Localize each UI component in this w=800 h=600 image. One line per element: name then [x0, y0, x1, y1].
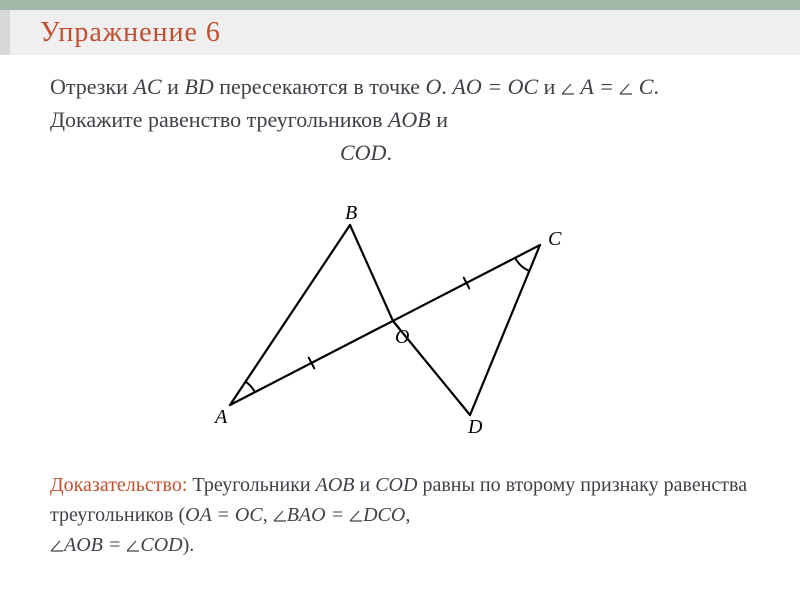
eq-ao-oc: AO = OC — [452, 74, 538, 99]
angle-dco: DCO — [363, 504, 405, 526]
angle-bao: BAO = — [287, 504, 349, 526]
svg-text:B: B — [345, 202, 357, 224]
text: и — [355, 474, 376, 496]
tri-cod: COD — [375, 474, 417, 496]
tri-aob: AOB — [316, 474, 355, 496]
tri-aob: AOB — [388, 107, 431, 132]
problem-statement: Отрезки AC и BD пересекаются в точке O. … — [50, 70, 750, 169]
text: , — [263, 504, 273, 526]
text: и — [538, 74, 561, 99]
angle-c: C — [633, 74, 653, 99]
proof-label: Доказательство: — [50, 474, 187, 496]
text: . — [386, 140, 392, 165]
svg-text:D: D — [467, 416, 483, 435]
text: ). — [183, 534, 195, 556]
eq-oa-oc: OA = OC — [185, 504, 263, 526]
angle-cod: COD — [140, 534, 182, 556]
text: Треугольники — [187, 474, 315, 496]
svg-text:C: C — [548, 228, 562, 250]
tri-cod: COD — [340, 140, 386, 165]
var-bd: BD — [184, 74, 213, 99]
left-accent-stripe — [0, 10, 10, 55]
svg-text:O: O — [395, 326, 409, 348]
text: , — [405, 504, 410, 526]
var-o: O — [426, 74, 442, 99]
top-accent-bar — [0, 0, 800, 10]
angle-aob: AOB = — [64, 534, 126, 556]
svg-text:A: A — [213, 406, 228, 428]
title-band: Упражнение 6 — [10, 10, 800, 55]
angle-icon — [349, 509, 363, 523]
geometry-diagram: A B C D O — [210, 195, 590, 435]
text: Отрезки — [50, 74, 133, 99]
text: пересекаются в точке — [214, 74, 426, 99]
var-ac: AC — [133, 74, 161, 99]
angle-icon — [619, 82, 633, 96]
angle-icon — [50, 539, 64, 553]
text: . — [441, 74, 452, 99]
angle-icon — [561, 82, 575, 96]
text: и — [431, 107, 448, 132]
angle-icon — [273, 509, 287, 523]
angle-icon — [126, 539, 140, 553]
page-title: Упражнение 6 — [40, 17, 221, 48]
text: и — [162, 74, 185, 99]
angle-a: A = — [575, 74, 619, 99]
proof-text: Доказательство: Треугольники AOB и COD р… — [50, 470, 750, 560]
